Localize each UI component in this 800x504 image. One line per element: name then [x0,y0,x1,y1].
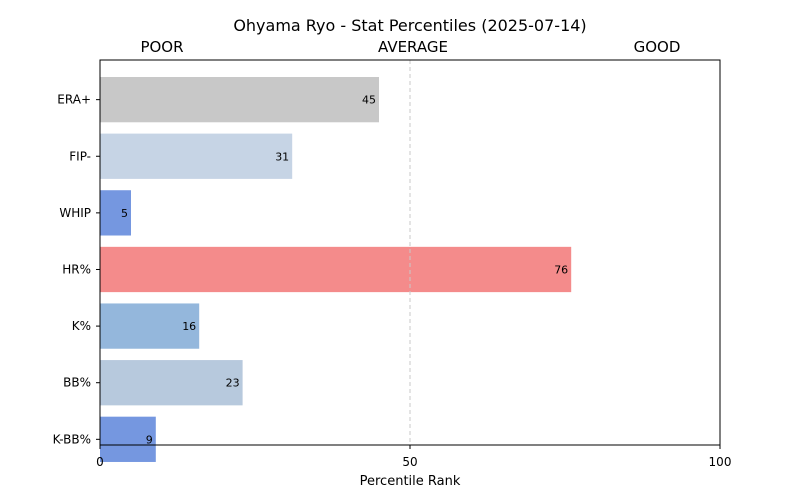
bar-value-label: 45 [362,94,376,107]
scale-label-poor: POOR [140,38,183,56]
bars-group: 45 31 5 76 16 23 9 [100,77,572,462]
y-tick-label: BB% [63,376,91,390]
chart-title: Ohyama Ryo - Stat Percentiles (2025-07-1… [233,16,586,35]
x-axis-label: Percentile Rank [360,474,461,489]
bar-value-label: 31 [275,150,289,163]
bar-whip [100,190,131,236]
y-tick-label: HR% [62,262,91,276]
bar-value-label: 76 [554,263,568,276]
bar-bb [100,360,243,406]
bar-value-label: 5 [121,207,128,220]
y-tick-label: K% [72,319,91,333]
y-tick-label: ERA+ [57,93,91,107]
bar-value-label: 16 [182,320,196,333]
x-tick-label: 100 [709,455,732,469]
bar-era [100,77,379,123]
x-tick-label: 50 [402,455,417,469]
x-axis: 0 50 100 [96,445,731,469]
bar-value-label: 9 [146,433,153,446]
y-axis: ERA+ FIP- WHIP HR% K% BB% K-BB% [53,93,100,446]
scale-label-average: AVERAGE [378,38,448,56]
x-tick-label: 0 [96,455,104,469]
y-tick-label: K-BB% [53,432,91,446]
bar-kbb [100,416,156,462]
bar-fip [100,133,293,179]
bar-k [100,303,200,349]
bar-hr [100,246,572,293]
y-tick-label: WHIP [59,206,91,220]
bar-value-label: 23 [226,377,240,390]
scale-label-good: GOOD [634,38,681,56]
y-tick-label: FIP- [69,149,91,163]
